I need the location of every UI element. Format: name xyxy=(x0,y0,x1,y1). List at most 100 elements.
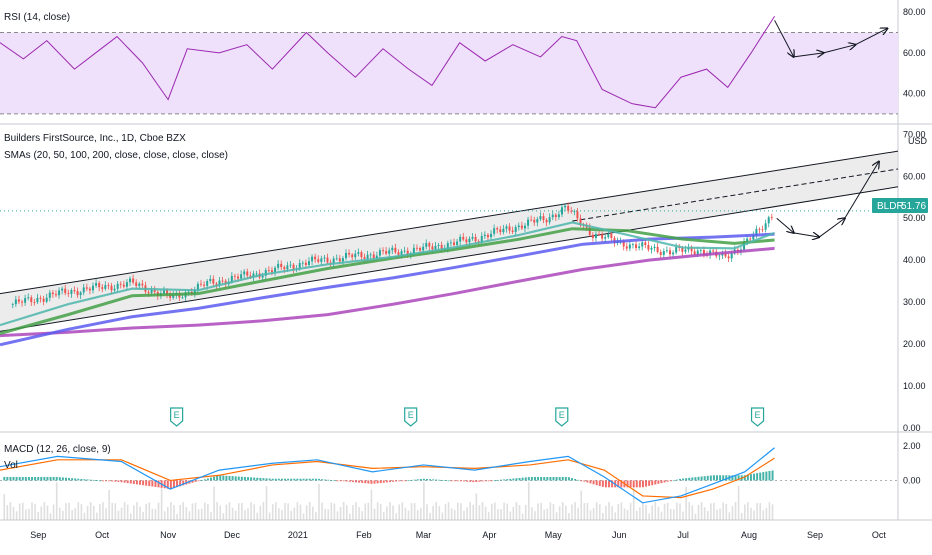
candle-body xyxy=(523,225,526,229)
candle-body xyxy=(132,278,135,283)
volume-bar xyxy=(518,505,521,520)
candle-body xyxy=(147,291,150,293)
macd-histogram-bar xyxy=(416,479,419,481)
volume-bar xyxy=(324,508,326,520)
candle-body xyxy=(394,247,397,253)
volume-bar xyxy=(416,510,419,520)
macd-histogram-bar xyxy=(284,478,287,481)
candle-body xyxy=(412,247,415,254)
candle-body xyxy=(647,244,650,250)
candle-body xyxy=(672,252,675,255)
volume-bar xyxy=(376,502,379,520)
volume-bar xyxy=(321,502,323,520)
volume-bar xyxy=(728,512,731,520)
macd-histogram-bar xyxy=(382,480,385,483)
macd-histogram-bar xyxy=(262,478,265,481)
macd-histogram-bar xyxy=(367,480,370,484)
candle-body xyxy=(758,228,761,230)
time-axis-label: Sep xyxy=(30,530,46,540)
macd-histogram-bar xyxy=(682,478,685,481)
macd-histogram-bar xyxy=(570,478,573,481)
macd-histogram-bar xyxy=(95,480,98,481)
macd-histogram-bar xyxy=(432,479,435,481)
macd-histogram-bar xyxy=(759,472,762,481)
volume-bar xyxy=(123,502,126,520)
volume-bar xyxy=(441,512,444,520)
macd-histogram-bar xyxy=(385,480,388,483)
macd-histogram-bar xyxy=(456,480,459,482)
macd-histogram-bar xyxy=(493,480,496,482)
volume-bar xyxy=(521,513,524,520)
macd-histogram-bar xyxy=(370,480,373,484)
candle-body xyxy=(292,264,295,270)
time-axis-label: Apr xyxy=(482,530,496,540)
macd-histogram-bar xyxy=(234,476,237,481)
candle-body xyxy=(51,292,54,295)
price-tick-label: 20.00 xyxy=(903,339,926,349)
price-tick-label: 0.00 xyxy=(903,423,921,433)
volume-bar xyxy=(256,512,259,520)
macd-histogram-bar xyxy=(305,478,308,481)
macd-histogram-bar xyxy=(213,476,216,481)
candle-body xyxy=(270,270,273,273)
candle-body xyxy=(690,247,693,252)
candle-body xyxy=(567,205,570,211)
candle-body xyxy=(437,244,440,246)
rsi-band xyxy=(0,32,898,114)
macd-histogram-bar xyxy=(225,475,228,481)
macd-histogram-bar xyxy=(771,470,774,481)
volume-bar xyxy=(413,502,416,520)
volume-bar xyxy=(278,508,280,520)
candle-body xyxy=(767,217,770,224)
macd-histogram-bar xyxy=(123,480,126,483)
macd-histogram-bar xyxy=(722,475,725,481)
sma-200-line xyxy=(0,246,775,338)
volume-bar xyxy=(444,504,447,520)
volume-bar xyxy=(373,508,376,520)
macd-histogram-bar xyxy=(339,480,342,482)
macd-histogram-bar xyxy=(706,475,709,481)
candle-body xyxy=(539,216,542,220)
volume-bar xyxy=(420,508,422,520)
candle-body xyxy=(141,283,144,286)
sma-20-line xyxy=(0,221,775,327)
macd-histogram-bar xyxy=(71,478,74,481)
rsi-projection-arrow xyxy=(823,45,856,54)
volume-bar xyxy=(361,511,363,520)
price-tick-label: 60.00 xyxy=(903,171,926,181)
candle-body xyxy=(369,254,372,256)
macd-histogram-bar xyxy=(203,479,206,481)
volume-bar xyxy=(453,509,456,520)
macd-histogram-bar xyxy=(675,479,678,481)
volume-bar xyxy=(484,506,487,520)
volume-bar xyxy=(447,502,450,520)
volume-bar xyxy=(586,502,589,520)
macd-histogram-bar xyxy=(709,475,712,481)
macd-histogram-bar xyxy=(527,477,530,481)
volume-bar xyxy=(102,502,104,520)
time-axis-label: Nov xyxy=(160,530,177,540)
volume-bar xyxy=(478,505,481,520)
macd-histogram-bar xyxy=(481,480,484,482)
macd-histogram-bar xyxy=(358,480,361,483)
rsi-line xyxy=(0,15,775,109)
volume-bar xyxy=(299,504,302,520)
volume-bar xyxy=(117,510,120,520)
volume-bar xyxy=(170,502,172,520)
macd-histogram-bar xyxy=(345,480,348,482)
candle-body xyxy=(172,294,175,298)
macd-histogram-bar xyxy=(641,480,644,488)
macd-histogram-bar xyxy=(685,478,688,481)
candle-body xyxy=(400,251,403,255)
volume-bar xyxy=(312,506,314,520)
candle-body xyxy=(415,247,418,249)
volume-bar xyxy=(429,512,431,520)
candle-body xyxy=(675,247,678,253)
volume-bar xyxy=(28,508,30,520)
volume-bar xyxy=(370,489,373,520)
macd-histogram-bar xyxy=(500,479,503,481)
macd-histogram-bar xyxy=(240,476,243,481)
candle-body xyxy=(230,275,233,282)
